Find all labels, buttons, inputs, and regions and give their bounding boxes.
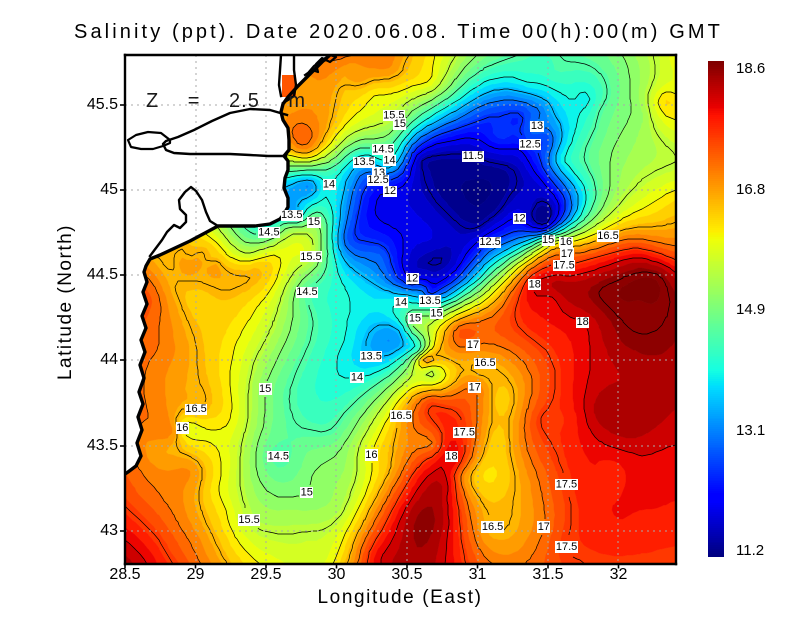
- svg-text:16.5: 16.5: [597, 230, 618, 242]
- svg-text:17.5: 17.5: [556, 541, 577, 553]
- svg-text:13.5: 13.5: [419, 295, 440, 307]
- svg-text:12: 12: [513, 212, 525, 224]
- svg-text:14: 14: [323, 179, 335, 191]
- svg-text:15: 15: [259, 383, 271, 395]
- svg-text:16: 16: [560, 236, 572, 248]
- svg-text:13.5: 13.5: [281, 209, 302, 221]
- svg-text:11.5: 11.5: [463, 150, 484, 162]
- svg-text:14.5: 14.5: [258, 227, 279, 239]
- svg-text:18: 18: [445, 451, 457, 463]
- svg-text:13.5: 13.5: [353, 156, 374, 168]
- svg-text:16.5: 16.5: [474, 357, 495, 369]
- svg-text:15: 15: [409, 313, 421, 325]
- svg-text:12.5: 12.5: [479, 236, 500, 248]
- svg-text:12: 12: [406, 272, 418, 284]
- svg-text:15: 15: [394, 118, 406, 130]
- svg-text:17.5: 17.5: [454, 426, 475, 438]
- svg-text:12.5: 12.5: [519, 138, 540, 150]
- svg-text:15: 15: [542, 234, 554, 246]
- svg-text:16.5: 16.5: [482, 521, 503, 533]
- svg-text:14: 14: [383, 154, 395, 166]
- svg-text:16: 16: [365, 449, 377, 461]
- svg-text:16.5: 16.5: [390, 410, 411, 422]
- svg-text:18: 18: [529, 278, 541, 290]
- svg-text:14.5: 14.5: [372, 144, 393, 156]
- svg-text:14: 14: [351, 372, 363, 384]
- svg-text:17: 17: [561, 248, 573, 260]
- svg-text:14: 14: [395, 296, 407, 308]
- svg-text:16: 16: [176, 422, 188, 434]
- svg-text:15: 15: [301, 486, 313, 498]
- svg-text:17.5: 17.5: [553, 259, 574, 271]
- svg-text:15: 15: [308, 216, 320, 228]
- svg-text:13.5: 13.5: [360, 350, 381, 362]
- svg-text:14.5: 14.5: [296, 286, 317, 298]
- svg-text:18: 18: [576, 316, 588, 328]
- svg-text:17: 17: [467, 339, 479, 351]
- svg-text:15.5: 15.5: [238, 514, 259, 526]
- svg-text:17: 17: [469, 382, 481, 394]
- svg-text:12.5: 12.5: [367, 174, 388, 186]
- svg-text:17.5: 17.5: [556, 479, 577, 491]
- svg-text:12: 12: [384, 185, 396, 197]
- svg-text:16.5: 16.5: [185, 403, 206, 415]
- svg-text:15.5: 15.5: [300, 251, 321, 263]
- svg-text:15: 15: [430, 308, 442, 320]
- svg-text:13: 13: [531, 120, 543, 132]
- svg-text:14.5: 14.5: [268, 451, 289, 463]
- svg-text:17: 17: [538, 521, 550, 533]
